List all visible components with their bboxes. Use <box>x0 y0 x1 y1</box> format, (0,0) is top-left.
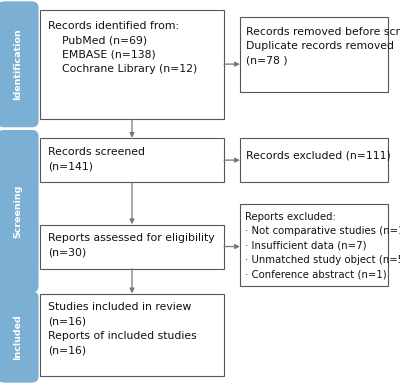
Text: Studies included in review
(n=16)
Reports of included studies
(n=16): Studies included in review (n=16) Report… <box>48 302 197 356</box>
FancyBboxPatch shape <box>40 225 224 269</box>
Text: Records excluded (n=111): Records excluded (n=111) <box>246 151 391 161</box>
FancyBboxPatch shape <box>0 131 38 292</box>
Text: Records screened
(n=141): Records screened (n=141) <box>48 147 145 171</box>
Text: Screening: Screening <box>14 185 22 238</box>
Text: Records removed before screening:
Duplicate records removed
(n=78 ): Records removed before screening: Duplic… <box>246 27 400 66</box>
FancyBboxPatch shape <box>0 2 38 127</box>
Text: Reports excluded:
· Not comparative studies (n=1)
· Insufficient data (n=7)
· Un: Reports excluded: · Not comparative stud… <box>245 212 400 280</box>
FancyBboxPatch shape <box>240 138 388 182</box>
FancyBboxPatch shape <box>40 10 224 119</box>
Text: Reports assessed for eligibility
(n=30): Reports assessed for eligibility (n=30) <box>48 233 215 258</box>
FancyBboxPatch shape <box>240 17 388 92</box>
Text: Included: Included <box>14 314 22 360</box>
FancyBboxPatch shape <box>40 294 224 376</box>
Text: Identification: Identification <box>14 28 22 100</box>
FancyBboxPatch shape <box>240 204 388 286</box>
FancyBboxPatch shape <box>40 138 224 182</box>
Text: Records identified from:
    PubMed (n=69)
    EMBASE (n=138)
    Cochrane Libra: Records identified from: PubMed (n=69) E… <box>48 21 197 74</box>
FancyBboxPatch shape <box>0 292 38 382</box>
